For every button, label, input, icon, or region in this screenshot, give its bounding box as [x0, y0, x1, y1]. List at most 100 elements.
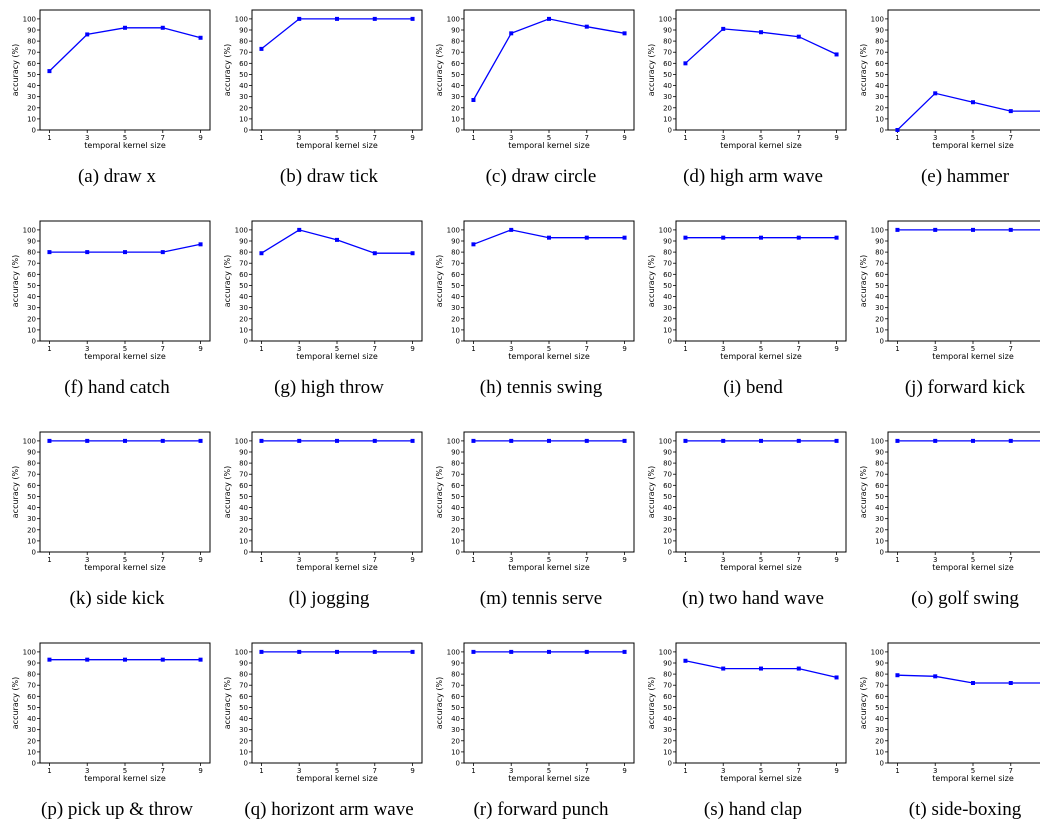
data-point	[160, 250, 165, 255]
y-tick-label: 60	[875, 271, 884, 279]
data-point	[547, 649, 551, 654]
x-tick-label: 5	[547, 345, 551, 353]
subplot-caption: (r) forward punch	[473, 799, 609, 820]
x-tick-label: 1	[895, 345, 899, 353]
y-tick-label: 50	[27, 493, 36, 501]
x-axis-label: temporal kernel size	[720, 352, 802, 361]
x-tick-label: 1	[259, 556, 263, 564]
x-tick-label: 7	[1009, 556, 1013, 564]
y-axis-label: accuracy (%)	[223, 466, 232, 518]
data-point	[796, 438, 801, 443]
y-tick-label: 70	[239, 682, 248, 690]
data-point	[721, 438, 726, 443]
data-point	[834, 52, 839, 57]
y-tick-label: 100	[23, 437, 36, 445]
plot-frame	[463, 431, 635, 553]
y-axis-label: accuracy (%)	[11, 255, 20, 307]
data-point	[1008, 227, 1013, 232]
y-tick-label: 70	[239, 49, 248, 57]
x-tick-label: 7	[161, 134, 165, 142]
data-point	[834, 235, 839, 240]
y-tick-label: 50	[27, 71, 36, 79]
y-tick-label: 20	[27, 737, 36, 745]
data-point	[85, 657, 90, 662]
y-tick-label: 50	[451, 704, 460, 712]
x-tick-label: 5	[759, 767, 763, 775]
y-tick-label: 60	[27, 60, 36, 68]
plot-frame	[675, 642, 847, 764]
data-point	[297, 227, 302, 232]
x-tick-label: 5	[547, 556, 551, 564]
y-tick-label: 100	[447, 648, 460, 656]
x-axis-label: temporal kernel size	[508, 141, 590, 150]
x-tick-label: 5	[759, 134, 763, 142]
y-tick-label: 100	[235, 437, 248, 445]
data-point	[47, 69, 52, 74]
y-tick-label: 60	[27, 271, 36, 279]
x-tick-label: 3	[933, 767, 937, 775]
y-tick-label: 100	[23, 648, 36, 656]
y-tick-label: 80	[663, 38, 672, 46]
y-tick-label: 100	[235, 226, 248, 234]
data-point	[410, 251, 415, 256]
data-point	[335, 16, 339, 21]
data-point	[198, 438, 203, 443]
data-point	[584, 235, 589, 240]
y-tick-label: 30	[875, 726, 884, 734]
y-tick-label: 90	[451, 238, 460, 246]
subplot-k: 0 10 20 30 40 50 60 70 80 90 100 1 3 5 7 9 temporal kern…	[11, 431, 211, 609]
y-tick-label: 30	[451, 515, 460, 523]
data-point	[47, 250, 52, 255]
data-point	[85, 438, 90, 443]
y-tick-label: 20	[875, 315, 884, 323]
data-point	[622, 31, 627, 36]
y-tick-label: 90	[239, 449, 248, 457]
y-tick-label: 100	[23, 226, 36, 234]
y-tick-label: 100	[659, 226, 672, 234]
y-tick-label: 30	[663, 93, 672, 101]
x-tick-label: 1	[471, 345, 475, 353]
data-point	[471, 98, 476, 102]
y-tick-label: 40	[27, 293, 36, 301]
plot-frame	[251, 9, 423, 131]
y-tick-label: 60	[663, 60, 672, 68]
x-tick-label: 3	[933, 556, 937, 564]
data-point	[721, 26, 726, 31]
x-tick-label: 3	[721, 134, 725, 142]
y-axis-label: accuracy (%)	[223, 255, 232, 307]
y-axis-label: accuracy (%)	[647, 466, 656, 518]
y-tick-label: 90	[239, 660, 248, 668]
y-tick-label: 50	[27, 704, 36, 712]
x-tick-label: 7	[797, 134, 801, 142]
x-tick-label: 7	[1009, 767, 1013, 775]
x-tick-label: 9	[410, 767, 414, 775]
y-tick-label: 20	[451, 104, 460, 112]
y-tick-label: 90	[239, 238, 248, 246]
y-tick-label: 0	[668, 549, 672, 557]
data-point	[335, 649, 339, 654]
data-point	[547, 16, 551, 21]
data-point	[509, 227, 514, 232]
x-tick-label: 3	[85, 556, 89, 564]
x-axis-label: temporal kernel size	[932, 774, 1014, 783]
y-tick-label: 60	[451, 271, 460, 279]
y-tick-label: 30	[663, 515, 672, 523]
y-tick-label: 40	[875, 715, 884, 723]
x-tick-label: 3	[509, 345, 513, 353]
x-tick-label: 1	[471, 134, 475, 142]
y-tick-label: 20	[239, 526, 248, 534]
y-axis-label: accuracy (%)	[647, 44, 656, 96]
y-tick-label: 100	[871, 226, 884, 234]
y-tick-label: 100	[235, 15, 248, 23]
x-tick-label: 9	[622, 345, 626, 353]
data-point	[198, 242, 203, 247]
y-tick-label: 80	[875, 38, 884, 46]
subplot-caption: (d) high arm wave	[683, 166, 823, 187]
y-axis-label: accuracy (%)	[859, 255, 868, 307]
y-tick-label: 30	[27, 726, 36, 734]
y-tick-label: 0	[32, 549, 36, 557]
x-axis-label: temporal kernel size	[84, 352, 166, 361]
y-tick-label: 90	[663, 449, 672, 457]
subplot-caption: (p) pick up & throw	[41, 799, 193, 820]
